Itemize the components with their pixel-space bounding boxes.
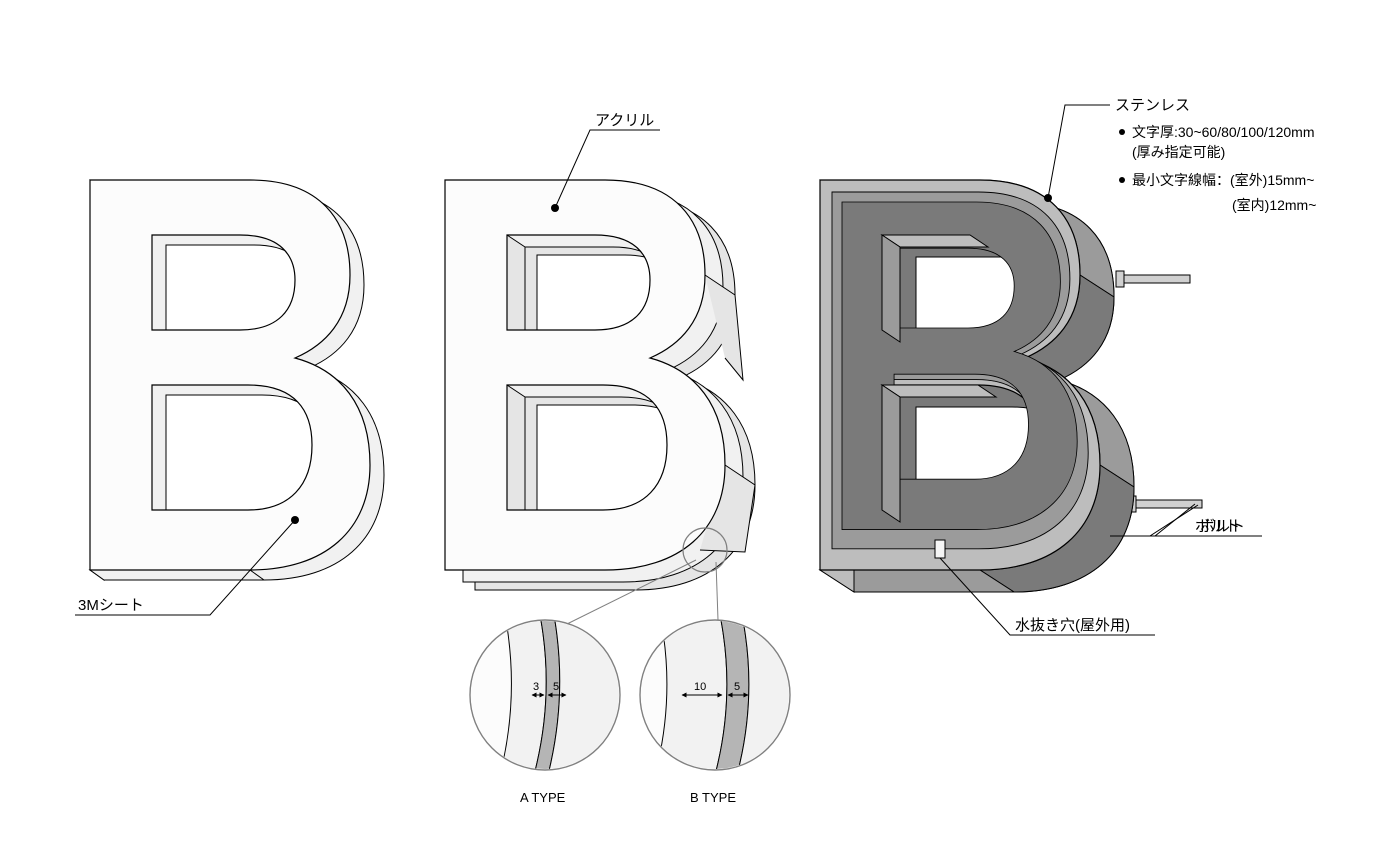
label-min-stroke-indoor: (室内)12mm~ <box>1232 197 1316 213</box>
diagram-canvas: 3Mシート アクリル <box>0 0 1382 846</box>
dim-b-left: 10 <box>694 681 706 693</box>
label-b-type: B TYPE <box>690 790 736 805</box>
label-drain: 水抜き穴(屋外用) <box>1015 617 1130 634</box>
letter-b-front <box>90 180 384 580</box>
detail-a-type: 3 5 A TYPE <box>470 615 620 805</box>
label-min-stroke: 最小文字線幅：(室外)15mm~ <box>1132 172 1314 188</box>
label-thickness-note: (厚み指定可能) <box>1132 144 1225 160</box>
label-bolt-2: ボルト <box>1200 518 1245 535</box>
letter-b-assembled <box>445 180 755 590</box>
label-thickness: 文字厚:30~60/80/100/120mm <box>1132 124 1315 140</box>
letter-b-stainless <box>820 180 1202 592</box>
dim-a-left: 3 <box>533 681 539 693</box>
bolt-top <box>1116 271 1190 287</box>
drain-hole <box>935 540 945 558</box>
bolt-leader-final: ボルト <box>1150 505 1262 536</box>
label-stainless: ステンレス <box>1115 97 1190 114</box>
detail-b-type: 10 5 B TYPE <box>640 615 790 805</box>
label-3m-sheet: 3Mシート <box>78 597 144 614</box>
dim-b-right: 5 <box>734 681 740 693</box>
leader-stainless: ステンレス 文字厚:30~60/80/100/120mm (厚み指定可能) 最小… <box>1048 97 1316 213</box>
label-a-type: A TYPE <box>520 790 566 805</box>
label-acrylic: アクリル <box>595 112 654 129</box>
dim-a-right: 5 <box>553 681 559 693</box>
leader-to-b-type <box>716 562 718 620</box>
